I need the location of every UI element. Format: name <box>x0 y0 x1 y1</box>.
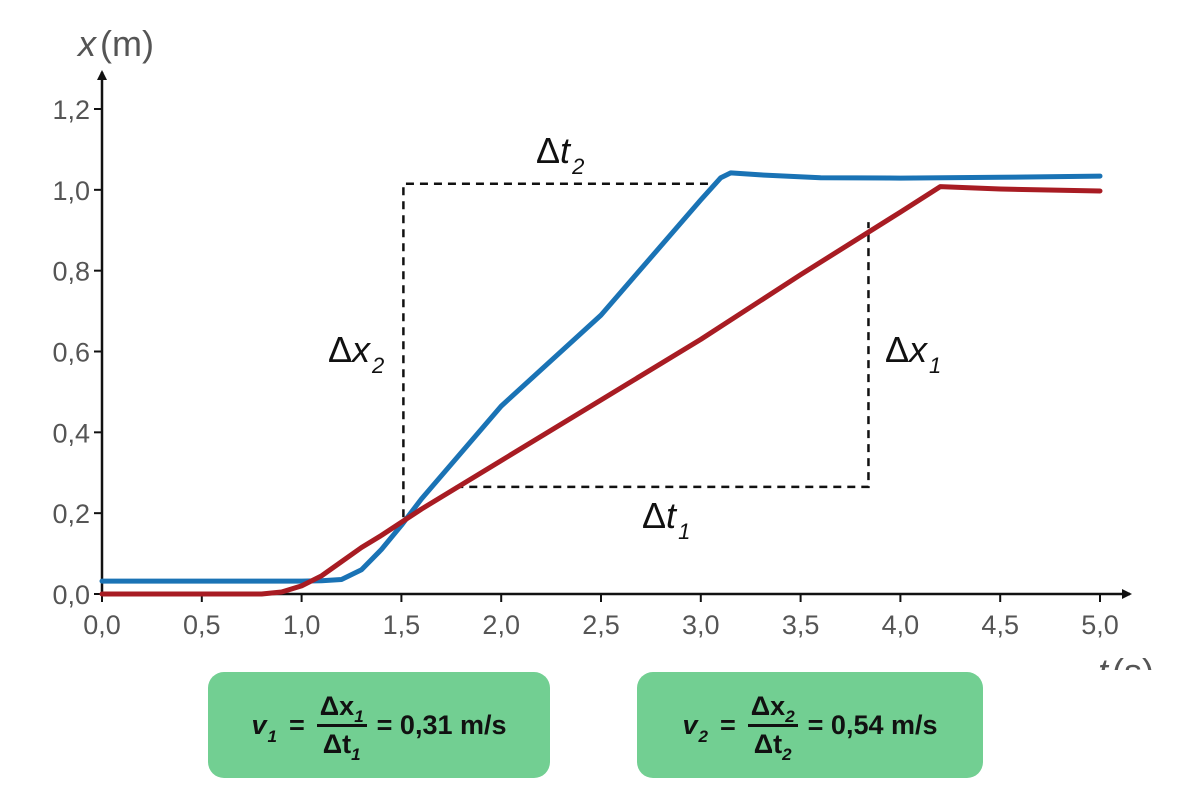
x-tick-label: 0,5 <box>183 610 221 640</box>
triangle-1-dashed-lines <box>455 222 870 489</box>
delta-labels: Δt2 Δx2 Δx1 Δt1 <box>328 130 941 544</box>
delta-x1-label: Δx1 <box>885 329 941 378</box>
delta-x2-label: Δx2 <box>328 329 384 378</box>
x-tick-label: 1,5 <box>383 610 421 640</box>
slope-triangles <box>402 182 870 518</box>
y-tick-label: 1,2 <box>52 95 90 125</box>
x-tick-label: 2,0 <box>482 610 520 640</box>
y-tick-label: 1,0 <box>52 176 90 206</box>
x-tick-label: 4,5 <box>981 610 1019 640</box>
formula-box-v1: v1 = Δx1 Δt1 = 0,31 m/s <box>208 672 550 778</box>
formula-v2-fraction: Δx2 Δt2 <box>747 692 798 764</box>
position-time-chart: 0,0 0,5 1,0 1,5 2,0 2,5 3,0 3,5 4,0 4,5 5,0 0,0 0,2 0… <box>52 23 1154 670</box>
x-axis-label: t(s) <box>1098 651 1154 670</box>
series-line-2 <box>99 184 1103 597</box>
x-tick-label: 1,0 <box>283 610 321 640</box>
tick-marks: 0,0 0,5 1,0 1,5 2,0 2,5 3,0 3,5 4,0 4,5 5,0 0,0 0,2 0… <box>52 95 1118 640</box>
axes <box>97 70 1132 599</box>
y-tick-label: 0,6 <box>52 338 90 368</box>
formula-v1-denominator: Δt1 <box>322 728 361 764</box>
x-tick-label: 5,0 <box>1081 610 1119 640</box>
data-series <box>99 170 1103 597</box>
y-tick-label: 0,4 <box>52 418 90 448</box>
formula-v2-symbol: v2 <box>682 709 708 746</box>
x-axis-variable: t <box>1098 651 1110 670</box>
delta-t2-label: Δt2 <box>536 130 584 179</box>
x-tick-label: 3,5 <box>782 610 820 640</box>
formula-v1-equals: = <box>288 709 305 740</box>
y-axis-label: x (m) <box>76 23 154 64</box>
y-axis-variable: x <box>76 23 98 64</box>
formula-v2-result: = 0,54 m/s <box>807 709 938 740</box>
y-axis-unit: (m) <box>100 23 154 64</box>
formula-v2-numerator: Δx2 <box>747 692 798 727</box>
formula-v1-symbol: v1 <box>251 709 277 746</box>
formula-v1-numerator: Δx1 <box>316 692 367 727</box>
formula-v2-denominator: Δt2 <box>753 728 792 764</box>
x-tick-label: 0,0 <box>83 610 121 640</box>
x-tick-label: 3,0 <box>682 610 720 640</box>
formula-v2-equals: = <box>719 709 736 740</box>
formula-box-v2: v2 = Δx2 Δt2 = 0,54 m/s <box>637 672 983 778</box>
formula-v1-result: = 0,31 m/s <box>376 709 507 740</box>
y-tick-label: 0,8 <box>52 257 90 287</box>
x-tick-label: 2,5 <box>582 610 620 640</box>
x-tick-label: 4,0 <box>882 610 920 640</box>
y-tick-label: 0,0 <box>52 580 90 610</box>
y-tick-label: 0,2 <box>52 499 90 529</box>
formula-v1-fraction: Δx1 Δt1 <box>316 692 367 764</box>
delta-t1-label: Δt1 <box>642 495 690 544</box>
series-line-1 <box>99 170 1103 584</box>
x-axis-unit: (s) <box>1112 651 1154 670</box>
